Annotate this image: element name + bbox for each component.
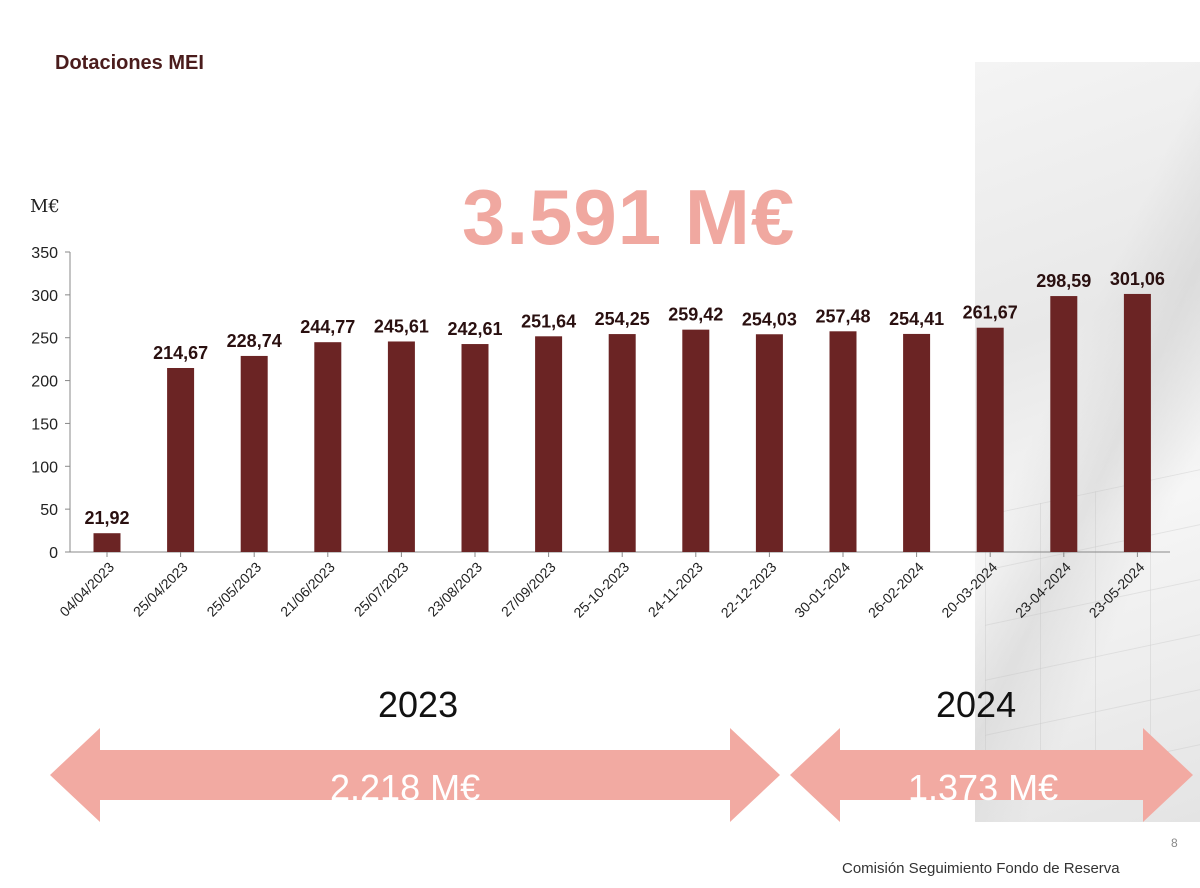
bar-value-label: 242,61 bbox=[447, 319, 502, 339]
y-tick-label: 200 bbox=[31, 374, 58, 391]
x-category-label: 21/06/2023 bbox=[277, 559, 338, 620]
bar-14 bbox=[1050, 296, 1078, 552]
y-tick-label: 100 bbox=[31, 459, 58, 476]
bar-6 bbox=[461, 344, 489, 552]
bar-15 bbox=[1123, 293, 1151, 552]
bar-13 bbox=[976, 327, 1004, 552]
year-label-2024: 2024 bbox=[936, 684, 1017, 725]
x-category-label: 23-04-2024 bbox=[1012, 559, 1074, 621]
period-arrow-2024 bbox=[790, 728, 1193, 822]
x-category-label: 20-03-2024 bbox=[938, 559, 1000, 621]
x-category-label: 22-12-2023 bbox=[718, 559, 780, 621]
y-tick-label: 350 bbox=[31, 245, 58, 262]
bar-3 bbox=[240, 355, 268, 552]
x-category-label: 23-05-2024 bbox=[1086, 559, 1148, 621]
period-total-2024: 1.373 M€ bbox=[908, 767, 1059, 808]
period-arrow-2023 bbox=[50, 728, 780, 822]
x-category-label: 27/09/2023 bbox=[498, 559, 559, 620]
bar-9 bbox=[682, 329, 710, 552]
background-photo-highlight bbox=[975, 62, 1200, 822]
x-category-label: 23/08/2023 bbox=[424, 559, 485, 620]
bar-8 bbox=[608, 334, 636, 552]
bar-value-label: 298,59 bbox=[1036, 271, 1091, 291]
x-category-label: 24-11-2023 bbox=[645, 559, 706, 620]
footer-text: Comisión Seguimiento Fondo de Reserva bbox=[842, 860, 1120, 877]
bar-1 bbox=[93, 533, 121, 552]
page-number: 8 bbox=[1171, 836, 1178, 850]
bar-value-label: 254,41 bbox=[889, 309, 944, 329]
bar-value-label: 254,03 bbox=[742, 309, 797, 329]
y-tick-label: 250 bbox=[31, 331, 58, 348]
bar-7 bbox=[535, 336, 563, 552]
x-category-label: 26-02-2024 bbox=[865, 559, 927, 621]
y-tick-label: 150 bbox=[31, 416, 58, 433]
bar-5 bbox=[387, 341, 415, 552]
bar-2 bbox=[167, 367, 195, 552]
x-category-label: 25/07/2023 bbox=[351, 559, 412, 620]
period-total-2023: 2.218 M€ bbox=[330, 767, 481, 808]
bar-value-label: 244,77 bbox=[300, 317, 355, 337]
bar-value-label: 214,67 bbox=[153, 343, 208, 363]
bar-value-label: 251,64 bbox=[521, 311, 576, 331]
page-title: Dotaciones MEI bbox=[55, 52, 204, 74]
y-axis-unit-label: M€ bbox=[30, 196, 60, 217]
x-category-label: 25/05/2023 bbox=[203, 559, 264, 620]
bar-value-label: 228,74 bbox=[227, 331, 282, 351]
y-tick-label: 0 bbox=[49, 545, 58, 562]
y-tick-label: 50 bbox=[40, 502, 58, 519]
x-category-label: 25/04/2023 bbox=[130, 559, 191, 620]
bar-12 bbox=[903, 333, 931, 552]
x-category-label: 25-10-2023 bbox=[570, 559, 632, 621]
year-label-2023: 2023 bbox=[378, 684, 459, 725]
background-photo bbox=[975, 62, 1200, 822]
bar-value-label: 261,67 bbox=[963, 303, 1018, 323]
bar-4 bbox=[314, 342, 342, 552]
bar-value-label: 259,42 bbox=[668, 305, 723, 325]
bar-value-label: 245,61 bbox=[374, 316, 429, 336]
bar-value-label: 254,25 bbox=[595, 309, 650, 329]
bar-10 bbox=[755, 334, 783, 552]
x-category-label: 30-01-2024 bbox=[791, 559, 853, 621]
bar-value-label: 257,48 bbox=[815, 306, 870, 326]
bar-value-label: 301,06 bbox=[1110, 269, 1165, 289]
x-category-label: 04/04/2023 bbox=[56, 559, 117, 620]
y-tick-label: 300 bbox=[31, 288, 58, 305]
grand-total-label: 3.591 M€ bbox=[462, 173, 796, 261]
bar-value-label: 21,92 bbox=[84, 508, 129, 528]
bar-chart: 0 50 100 150 200 250 300 350 21,92 04/04/2023 214,… bbox=[31, 245, 1170, 621]
bar-11 bbox=[829, 331, 857, 552]
